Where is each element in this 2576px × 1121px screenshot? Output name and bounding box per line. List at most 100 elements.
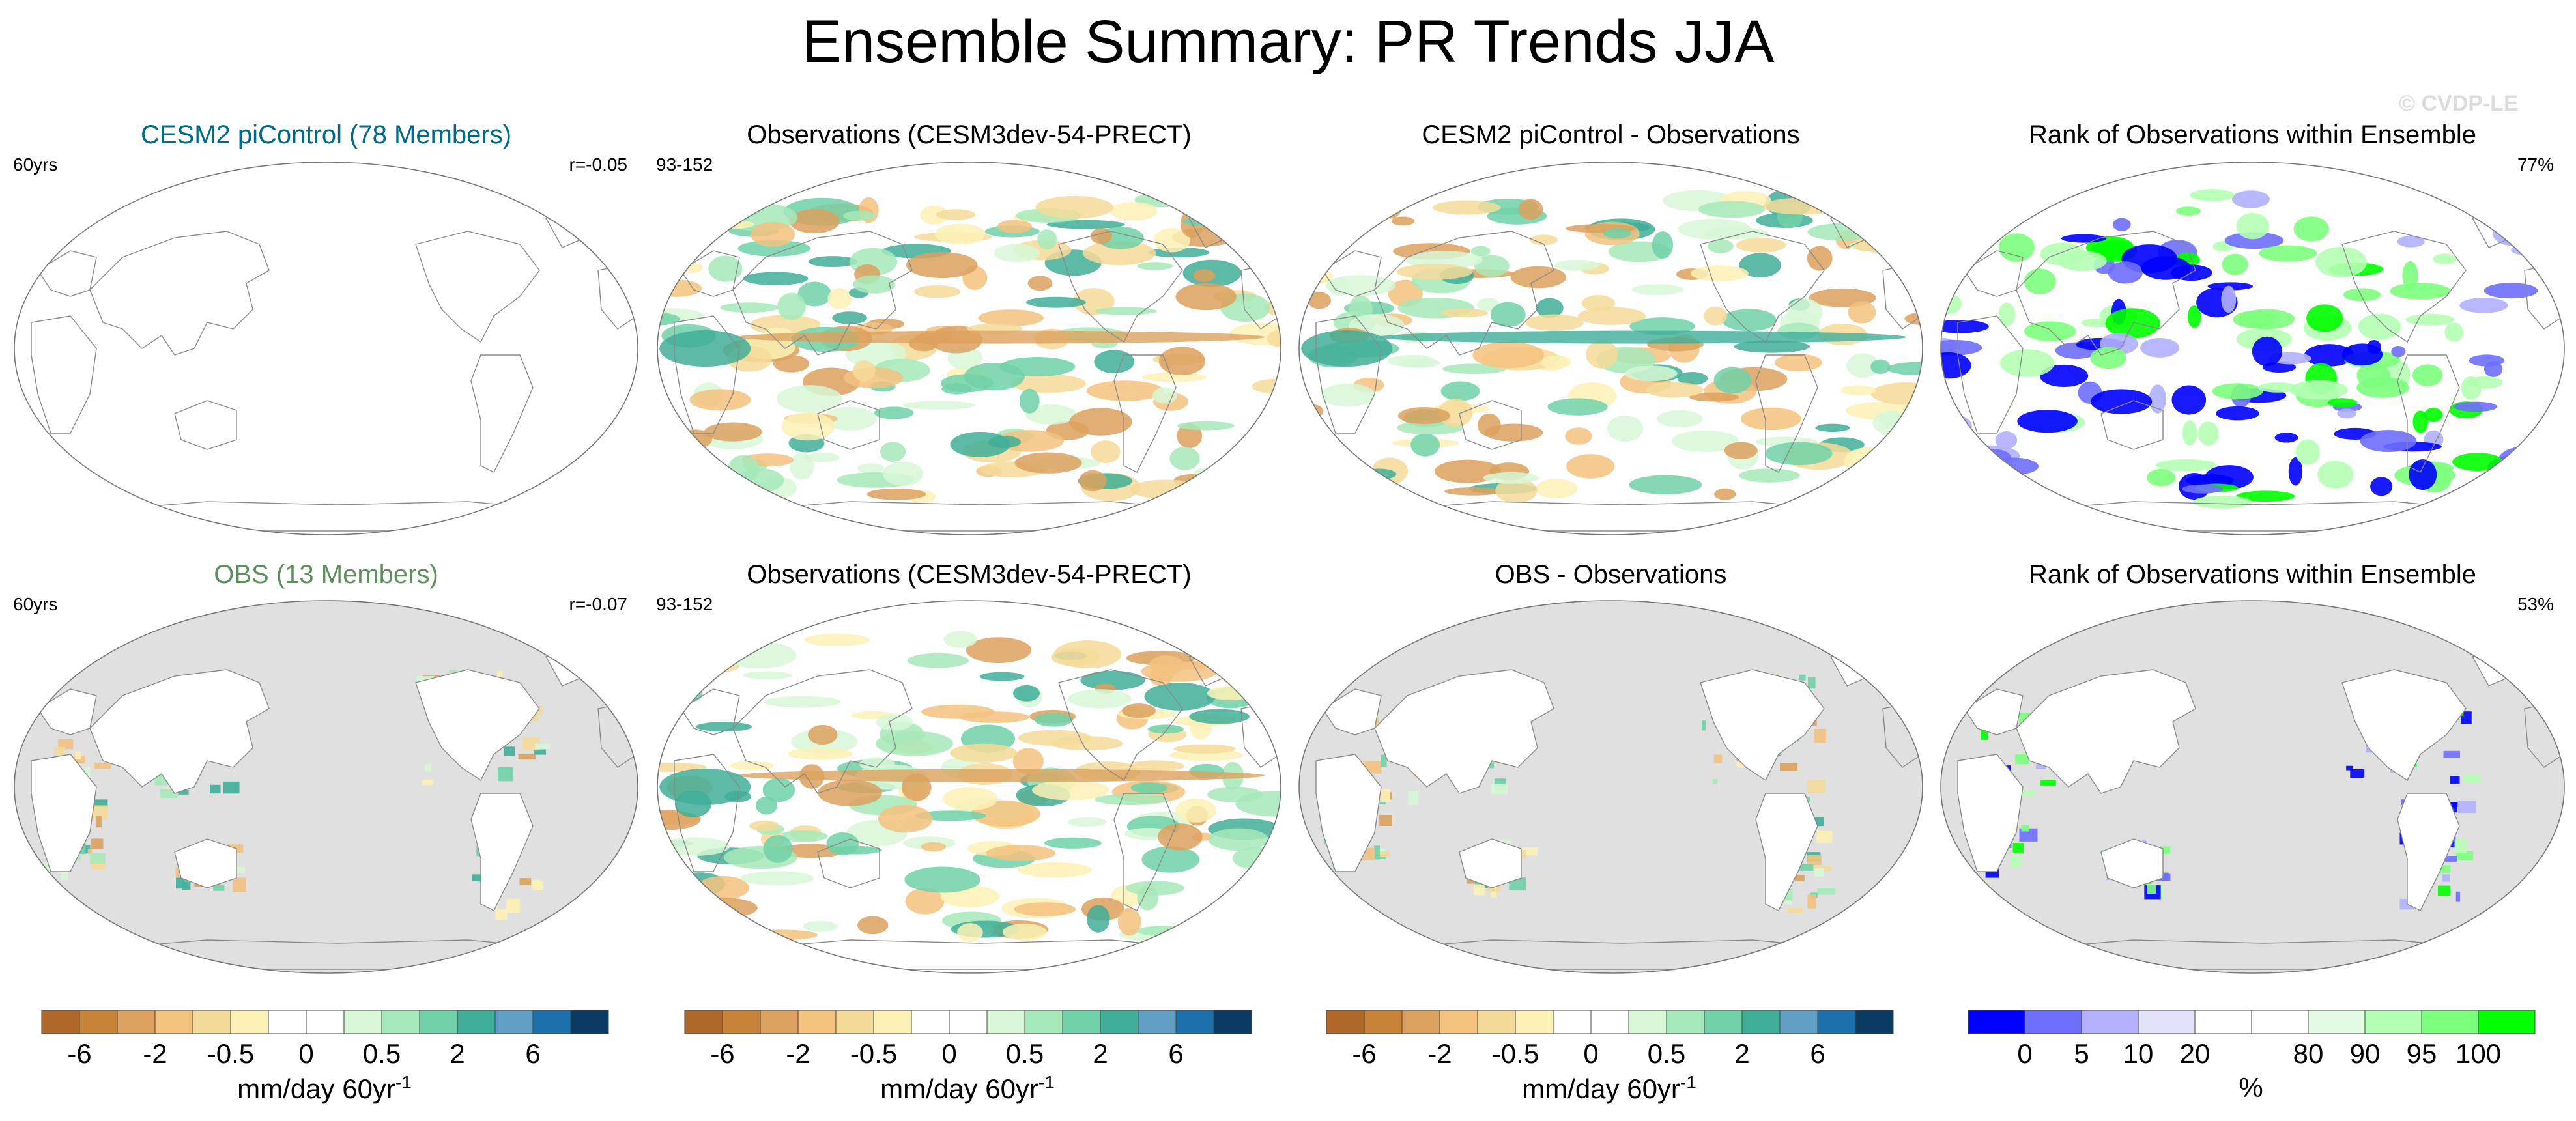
units-exponent: -1: [1680, 1072, 1696, 1092]
colorbar-swatch: [873, 1010, 912, 1034]
colorbar-tick-label: 2: [450, 1038, 465, 1069]
colorbar: [684, 1010, 1252, 1034]
map-outline: [14, 162, 638, 535]
colorbar-swatch: [1138, 1010, 1177, 1034]
colorbar-tick-label: -6: [67, 1038, 92, 1069]
colorbar-swatch: [1364, 1010, 1403, 1034]
colorbar-swatch: [1779, 1010, 1818, 1034]
world-map: [657, 600, 1281, 974]
colorbar-swatch: [1855, 1010, 1894, 1034]
colorbar-swatch: [532, 1010, 571, 1034]
world-map: [657, 162, 1281, 535]
colorbar-tick-label: 0: [298, 1038, 314, 1069]
panel-left-label: 93-152: [656, 154, 713, 175]
colorbar-tick-label: 0.5: [362, 1038, 401, 1069]
colorbar-swatch: [1401, 1010, 1440, 1034]
colorbar-tick-label: 20: [2179, 1038, 2211, 1069]
colorbar-swatch: [1062, 1010, 1101, 1034]
colorbar-tick-label: 6: [1168, 1038, 1184, 1069]
colorbar-units-label: %: [2239, 1072, 2263, 1103]
colorbar-swatch: [684, 1010, 723, 1034]
map-outline: [1298, 600, 1923, 974]
colorbar-swatch: [343, 1010, 382, 1034]
panel-right-label: 77%: [2517, 154, 2554, 175]
panel-title: Rank of Observations within Ensemble: [2029, 121, 2476, 149]
panel-left-label: 93-152: [656, 594, 713, 614]
colorbar-tick-label: 95: [2406, 1038, 2437, 1069]
panel-title: OBS (13 Members): [214, 560, 438, 589]
units-exponent: -1: [395, 1072, 412, 1092]
world-map: [1298, 162, 1923, 535]
panel-left-label: 60yrs: [13, 594, 58, 614]
colorbar-swatch: [494, 1010, 534, 1034]
colorbar-tick-label: -6: [1352, 1038, 1377, 1069]
colorbar-units-label: mm/day 60yr-1: [237, 1072, 412, 1105]
colorbar-swatch: [2024, 1010, 2082, 1034]
colorbar-swatch: [570, 1010, 609, 1034]
map-outline: [657, 162, 1281, 535]
colorbar-swatch: [760, 1010, 799, 1034]
colorbar-tick-label: 6: [1810, 1038, 1825, 1069]
colorbar-tick-label: -0.5: [207, 1038, 255, 1069]
colorbar-swatch: [1100, 1010, 1139, 1034]
colorbar-swatch: [2081, 1010, 2139, 1034]
map-outline: [14, 600, 638, 974]
colorbar-tick-label: -2: [786, 1038, 810, 1069]
colorbar-swatch: [2194, 1010, 2252, 1034]
colorbar-swatch: [1817, 1010, 1856, 1034]
panel-title: CESM2 piControl (78 Members): [140, 121, 512, 149]
world-map: [1940, 162, 2565, 535]
colorbar-swatch: [949, 1010, 988, 1034]
colorbar-tick-label: 2: [1734, 1038, 1750, 1069]
colorbar: [1968, 1010, 2536, 1034]
colorbar-swatch: [154, 1010, 193, 1034]
colorbar-swatch: [1326, 1010, 1365, 1034]
colorbar-swatch: [835, 1010, 874, 1034]
colorbar: [41, 1010, 609, 1034]
colorbar-swatch: [381, 1010, 420, 1034]
colorbar-tick-label: 6: [525, 1038, 541, 1069]
map-outline: [1940, 600, 2565, 974]
units-exponent: -1: [1038, 1072, 1055, 1092]
colorbar-swatch: [1741, 1010, 1781, 1034]
colorbar-swatch: [1024, 1010, 1063, 1034]
coastlines: [1315, 649, 1923, 970]
colorbar-swatch: [79, 1010, 118, 1034]
colorbar-tick-label: -2: [1427, 1038, 1452, 1069]
colorbar-swatch: [268, 1010, 307, 1034]
panel-right-label: 53%: [2517, 594, 2554, 614]
colorbar-swatch: [2138, 1010, 2196, 1034]
units-text: mm/day 60yr: [880, 1073, 1038, 1104]
colorbar-swatch: [1175, 1010, 1214, 1034]
world-map: [1298, 600, 1923, 974]
colorbar-tick-label: 10: [2123, 1038, 2154, 1069]
map-outline: [1940, 162, 2565, 535]
panel-title: Observations (CESM3dev-54-PRECT): [747, 560, 1192, 589]
units-text: %: [2239, 1072, 2263, 1103]
colorbar-tick-label: 0.5: [1005, 1038, 1044, 1069]
field-shading: [1299, 188, 1923, 504]
colorbar-swatch: [2478, 1010, 2536, 1034]
panel-right-label: r=-0.07: [569, 594, 628, 614]
colorbar-swatch: [797, 1010, 837, 1034]
colorbar: [1326, 1010, 1894, 1034]
colorbar-swatch: [41, 1010, 80, 1034]
colorbar-swatch: [722, 1010, 761, 1034]
colorbar-swatch: [1553, 1010, 1592, 1034]
watermark: © CVDP-LE: [2399, 91, 2519, 116]
colorbar-swatch: [1590, 1010, 1629, 1034]
colorbar-tick-label: 0: [941, 1038, 957, 1069]
colorbar-tick-label: 0: [1583, 1038, 1599, 1069]
colorbar-tick-label: -6: [710, 1038, 735, 1069]
colorbar-units-label: mm/day 60yr-1: [1522, 1072, 1696, 1105]
colorbar-tick-label: 5: [2074, 1038, 2089, 1069]
world-map: [14, 600, 638, 974]
colorbar-swatch: [1628, 1010, 1667, 1034]
colorbar-swatch: [1666, 1010, 1705, 1034]
colorbar-tick-label: 0: [2017, 1038, 2033, 1069]
panel-left-label: 60yrs: [13, 154, 58, 175]
colorbar-tick-label: 90: [2349, 1038, 2381, 1069]
units-text: mm/day 60yr: [237, 1073, 395, 1104]
panel-title: OBS - Observations: [1495, 560, 1727, 589]
colorbar-swatch: [1968, 1010, 2025, 1034]
